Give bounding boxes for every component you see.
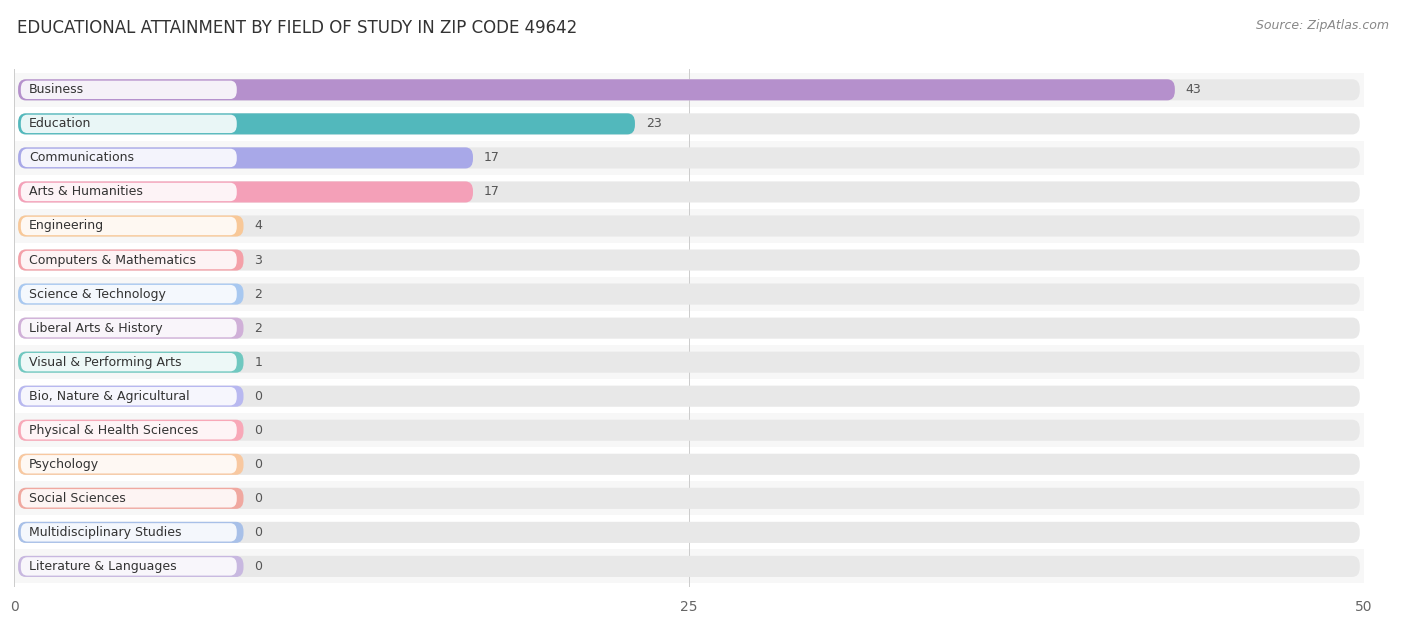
- Bar: [14, 73, 1364, 107]
- FancyBboxPatch shape: [21, 183, 236, 201]
- Bar: [14, 311, 1364, 345]
- FancyBboxPatch shape: [18, 148, 1360, 168]
- FancyBboxPatch shape: [18, 215, 1360, 237]
- Text: 0: 0: [254, 492, 263, 505]
- Text: 17: 17: [484, 186, 499, 199]
- Text: Arts & Humanities: Arts & Humanities: [30, 186, 143, 199]
- Text: 0: 0: [254, 390, 263, 403]
- Text: 23: 23: [645, 117, 661, 131]
- FancyBboxPatch shape: [18, 148, 472, 168]
- FancyBboxPatch shape: [18, 522, 1360, 543]
- Text: 2: 2: [254, 288, 262, 300]
- Bar: [14, 447, 1364, 481]
- FancyBboxPatch shape: [21, 217, 236, 235]
- FancyBboxPatch shape: [21, 489, 236, 507]
- FancyBboxPatch shape: [21, 557, 236, 575]
- Text: Liberal Arts & History: Liberal Arts & History: [30, 322, 163, 334]
- FancyBboxPatch shape: [18, 181, 1360, 203]
- Text: 17: 17: [484, 151, 499, 165]
- Text: EDUCATIONAL ATTAINMENT BY FIELD OF STUDY IN ZIP CODE 49642: EDUCATIONAL ATTAINMENT BY FIELD OF STUDY…: [17, 19, 576, 37]
- FancyBboxPatch shape: [18, 249, 243, 271]
- FancyBboxPatch shape: [18, 488, 1360, 509]
- FancyBboxPatch shape: [21, 319, 236, 338]
- FancyBboxPatch shape: [18, 181, 472, 203]
- FancyBboxPatch shape: [18, 454, 243, 475]
- Bar: [14, 379, 1364, 413]
- FancyBboxPatch shape: [21, 149, 236, 167]
- FancyBboxPatch shape: [18, 283, 1360, 305]
- Text: Education: Education: [30, 117, 91, 131]
- FancyBboxPatch shape: [18, 386, 243, 407]
- Text: Engineering: Engineering: [30, 220, 104, 232]
- FancyBboxPatch shape: [18, 556, 1360, 577]
- FancyBboxPatch shape: [18, 114, 1360, 134]
- FancyBboxPatch shape: [18, 488, 243, 509]
- Text: Communications: Communications: [30, 151, 134, 165]
- Bar: [14, 277, 1364, 311]
- FancyBboxPatch shape: [18, 522, 243, 543]
- FancyBboxPatch shape: [18, 317, 1360, 339]
- FancyBboxPatch shape: [18, 420, 1360, 441]
- FancyBboxPatch shape: [21, 81, 236, 99]
- Bar: [14, 413, 1364, 447]
- FancyBboxPatch shape: [18, 215, 243, 237]
- Bar: [14, 516, 1364, 550]
- Text: 43: 43: [1185, 83, 1201, 97]
- FancyBboxPatch shape: [18, 351, 243, 373]
- FancyBboxPatch shape: [21, 387, 236, 405]
- FancyBboxPatch shape: [18, 114, 636, 134]
- Text: 0: 0: [254, 457, 263, 471]
- FancyBboxPatch shape: [21, 421, 236, 439]
- Text: Physical & Health Sciences: Physical & Health Sciences: [30, 424, 198, 437]
- Text: 4: 4: [254, 220, 262, 232]
- Bar: [14, 209, 1364, 243]
- Bar: [14, 550, 1364, 584]
- Text: 2: 2: [254, 322, 262, 334]
- Text: Computers & Mathematics: Computers & Mathematics: [30, 254, 195, 266]
- Bar: [14, 243, 1364, 277]
- Text: 0: 0: [254, 526, 263, 539]
- Text: Social Sciences: Social Sciences: [30, 492, 125, 505]
- Text: Psychology: Psychology: [30, 457, 98, 471]
- Text: Multidisciplinary Studies: Multidisciplinary Studies: [30, 526, 181, 539]
- Text: 0: 0: [254, 424, 263, 437]
- FancyBboxPatch shape: [21, 115, 236, 133]
- FancyBboxPatch shape: [21, 455, 236, 473]
- FancyBboxPatch shape: [18, 420, 243, 441]
- FancyBboxPatch shape: [18, 556, 243, 577]
- FancyBboxPatch shape: [18, 249, 1360, 271]
- FancyBboxPatch shape: [21, 523, 236, 541]
- Text: 3: 3: [254, 254, 262, 266]
- FancyBboxPatch shape: [18, 283, 243, 305]
- Text: Science & Technology: Science & Technology: [30, 288, 166, 300]
- FancyBboxPatch shape: [18, 386, 1360, 407]
- Bar: [14, 481, 1364, 516]
- Text: Source: ZipAtlas.com: Source: ZipAtlas.com: [1256, 19, 1389, 32]
- FancyBboxPatch shape: [18, 80, 1360, 100]
- FancyBboxPatch shape: [18, 80, 1175, 100]
- FancyBboxPatch shape: [21, 251, 236, 269]
- FancyBboxPatch shape: [21, 285, 236, 304]
- Bar: [14, 107, 1364, 141]
- FancyBboxPatch shape: [18, 454, 1360, 475]
- Text: Bio, Nature & Agricultural: Bio, Nature & Agricultural: [30, 390, 190, 403]
- FancyBboxPatch shape: [18, 317, 243, 339]
- Text: Business: Business: [30, 83, 84, 97]
- Bar: [14, 141, 1364, 175]
- FancyBboxPatch shape: [21, 353, 236, 372]
- FancyBboxPatch shape: [18, 351, 1360, 373]
- Bar: [14, 345, 1364, 379]
- Text: Visual & Performing Arts: Visual & Performing Arts: [30, 356, 181, 369]
- Bar: [14, 175, 1364, 209]
- Text: Literature & Languages: Literature & Languages: [30, 560, 177, 573]
- Text: 1: 1: [254, 356, 262, 369]
- Text: 0: 0: [254, 560, 263, 573]
